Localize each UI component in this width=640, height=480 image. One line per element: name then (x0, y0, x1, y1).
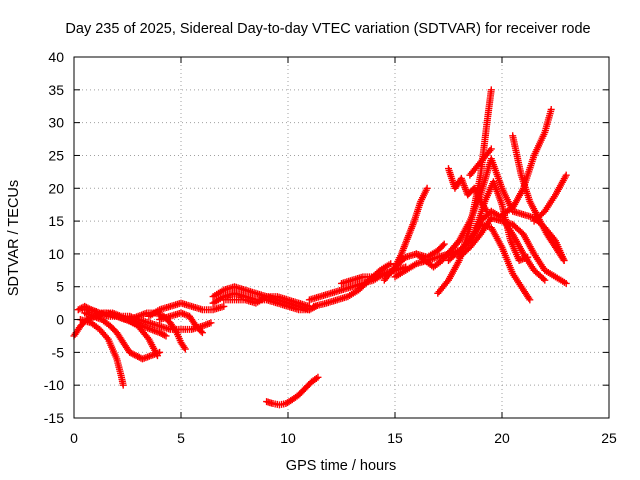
y-tick-label: 0 (56, 312, 64, 328)
data-point (524, 253, 532, 261)
y-tick-label: -10 (44, 377, 64, 393)
x-tick-label: 25 (601, 430, 617, 446)
plot-frame (73, 56, 610, 419)
data-point (562, 279, 570, 287)
data-point (541, 276, 549, 284)
data-point (314, 373, 322, 381)
data-point (160, 331, 168, 339)
y-tick-label: -5 (52, 344, 65, 360)
data-point (487, 145, 495, 153)
data-point (562, 171, 570, 179)
data-point (526, 296, 534, 304)
y-tick-label: 40 (48, 49, 64, 65)
x-tick-label: 10 (280, 430, 296, 446)
series-arc-10 (156, 309, 206, 337)
x-axis-title: GPS time / hours (286, 458, 396, 474)
x-tick-label: 20 (494, 430, 510, 446)
data-point (119, 381, 127, 389)
series-arc-25 (445, 220, 534, 304)
data-series (70, 86, 570, 409)
y-tick-label: 35 (48, 82, 64, 98)
data-point (181, 345, 189, 353)
data-point (539, 275, 547, 283)
axis-ticks: 0 5 10 15 20 25 -15 -10 -5 0 5 10 15 20 25 30 35 40 (44, 49, 617, 446)
data-point (162, 332, 170, 340)
y-axis-title: SDTVAR / TECUs (6, 180, 22, 296)
data-point (440, 240, 448, 248)
data-point (220, 302, 228, 310)
data-point (547, 106, 555, 114)
data-point (487, 86, 495, 94)
series-arc-09 (145, 299, 228, 320)
data-point (198, 329, 206, 337)
y-tick-label: 30 (48, 115, 64, 131)
x-tick-label: 15 (387, 430, 403, 446)
grid-lines (74, 57, 609, 418)
series-arc-30 (498, 106, 555, 219)
data-point (423, 184, 431, 192)
x-tick-label: 5 (177, 430, 185, 446)
data-point (312, 374, 320, 382)
series-arc-17 (338, 263, 410, 287)
y-tick-label: 20 (48, 180, 64, 196)
data-point (387, 260, 395, 268)
y-tick-label: 15 (48, 213, 64, 229)
chart-title: Day 235 of 2025, Sidereal Day-to-day VTE… (65, 21, 590, 37)
series-arc-14 (263, 373, 322, 409)
y-tick-label: 25 (48, 147, 64, 163)
series-arc-13 (220, 293, 313, 310)
data-point (153, 352, 161, 360)
series-arc-03 (76, 316, 127, 389)
series-arc-32 (466, 145, 495, 179)
y-tick-label: 5 (56, 279, 64, 295)
x-tick-label: 0 (70, 430, 78, 446)
series-arc-06 (102, 309, 161, 360)
y-tick-label: -15 (44, 410, 64, 426)
data-point (560, 256, 568, 264)
y-tick-label: 10 (48, 246, 64, 262)
data-point (197, 327, 205, 335)
data-point (207, 319, 215, 327)
series-arc-31 (530, 171, 570, 225)
data-point (439, 241, 447, 249)
